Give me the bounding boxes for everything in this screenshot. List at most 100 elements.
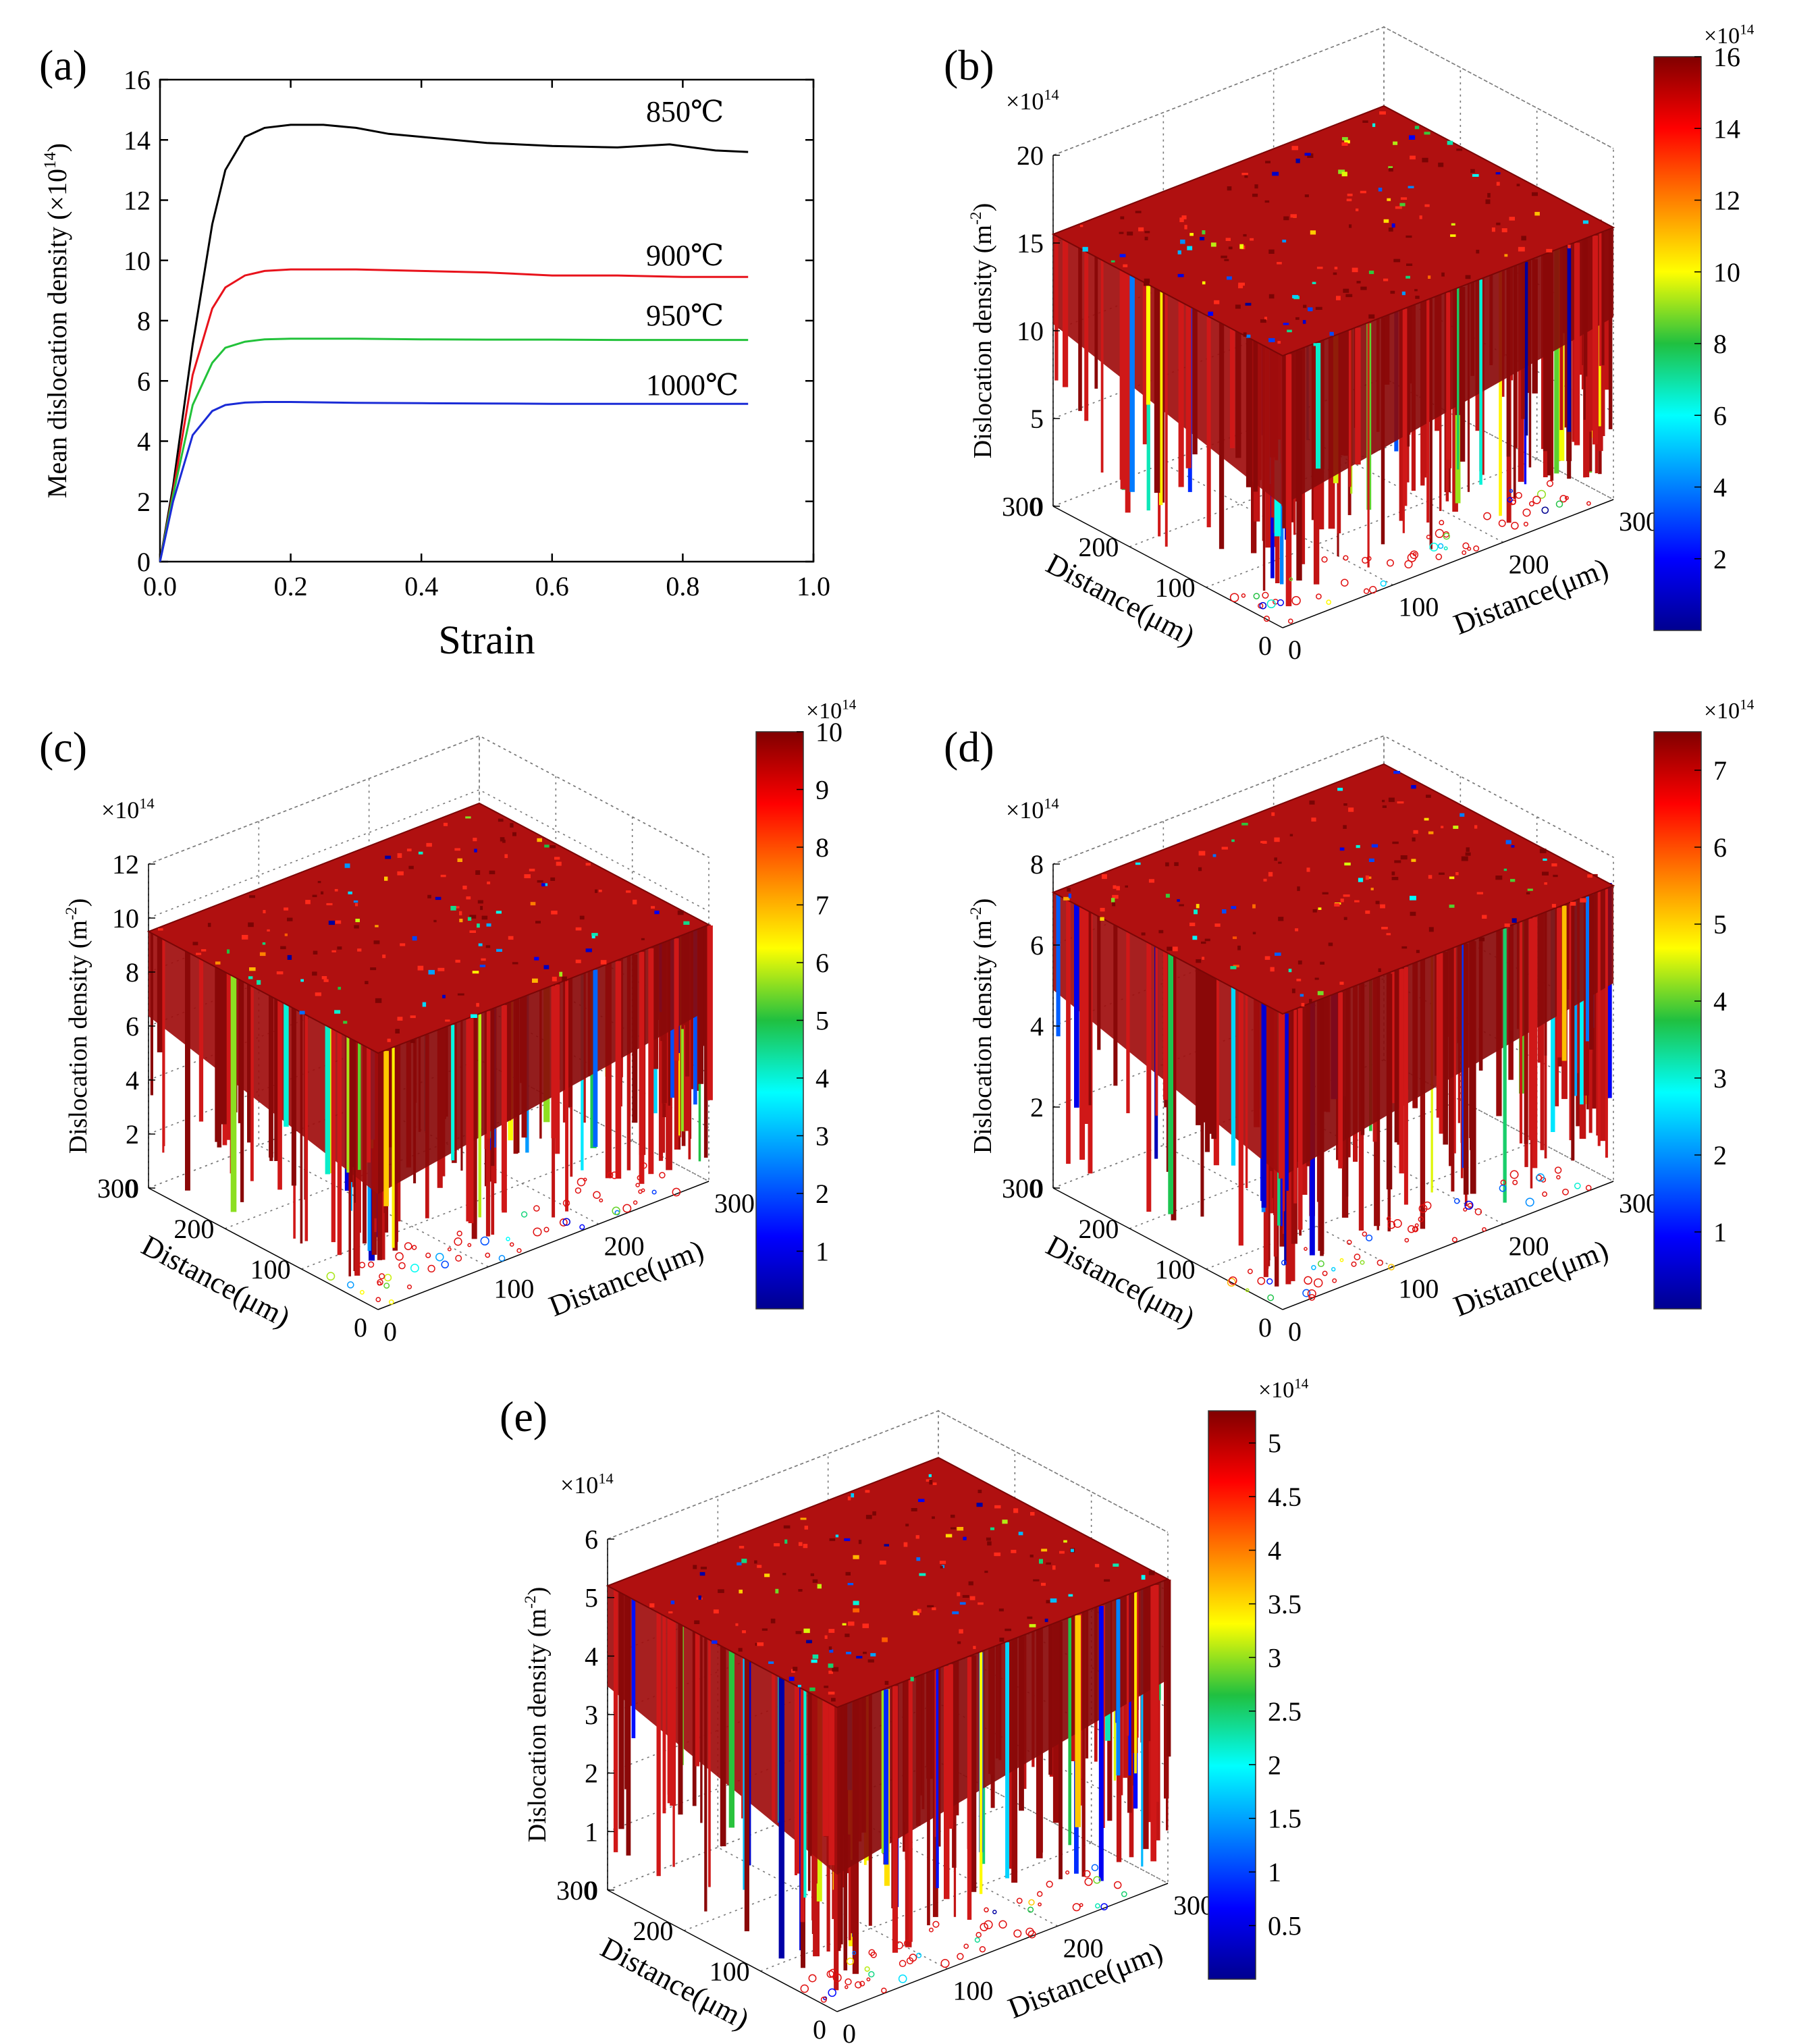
surface-speckle xyxy=(1070,1549,1074,1553)
y-tick-label: 300 xyxy=(97,1173,138,1204)
floor-contour xyxy=(485,1252,491,1258)
floor-contour xyxy=(1541,506,1549,514)
surface-speckle xyxy=(1224,259,1229,261)
floor-contour xyxy=(1339,1258,1344,1262)
surface-speckle xyxy=(299,1011,305,1015)
surface-spike xyxy=(692,1630,697,1806)
surface-speckle xyxy=(1340,898,1344,903)
surface-speckles xyxy=(158,816,690,1044)
floor-contour xyxy=(435,1252,444,1262)
surface-speckle xyxy=(1379,111,1386,115)
surface-spike xyxy=(1345,989,1349,1197)
surface-speckle xyxy=(337,946,342,950)
surface-speckle xyxy=(1306,867,1310,872)
z-tick-label: 10 xyxy=(1017,316,1044,346)
surface-speckle xyxy=(1360,286,1367,290)
surface-spike xyxy=(392,1048,395,1248)
surface-speckle xyxy=(884,1544,889,1547)
surface-speckle xyxy=(713,1609,719,1614)
surface-spike xyxy=(708,1639,711,1887)
floor-contour xyxy=(1065,1870,1070,1875)
surface-speckle xyxy=(957,1527,964,1531)
surface-speckle xyxy=(1141,932,1146,936)
surface-spike xyxy=(1399,969,1404,1174)
surface-speckle xyxy=(1189,233,1194,236)
surface-spike xyxy=(1443,951,1449,1145)
surface-speckle xyxy=(1018,1532,1023,1536)
surface-speckle xyxy=(477,923,480,928)
panel-label-b: (b) xyxy=(944,41,994,89)
surface-speckle xyxy=(1495,172,1501,175)
surface-speckle xyxy=(207,923,211,927)
surface-speckle xyxy=(853,1608,859,1613)
surface-speckle xyxy=(1337,788,1343,791)
surface-speckle xyxy=(459,911,462,915)
floor-contour xyxy=(984,1920,993,1929)
surface-speckle xyxy=(968,1581,973,1586)
floor-contour xyxy=(1091,1864,1099,1871)
floor-contour xyxy=(1482,1227,1487,1232)
floor-contour xyxy=(1387,559,1394,567)
surface-speckle xyxy=(1143,281,1150,286)
floor-contour xyxy=(940,1959,950,1968)
floor-contour xyxy=(1036,1891,1043,1898)
surface-spike xyxy=(1231,986,1236,1166)
surface-speckle xyxy=(1250,238,1254,241)
floor-contour xyxy=(881,1987,887,1993)
surface-spike xyxy=(648,948,654,1175)
surface-spike xyxy=(358,1042,361,1171)
surface-spike xyxy=(1120,269,1126,489)
surface-speckle xyxy=(242,935,248,940)
surface-speckle xyxy=(537,880,543,883)
floor-contour xyxy=(659,1172,666,1179)
surface-spike xyxy=(1066,899,1071,1164)
surface-speckle xyxy=(469,915,477,919)
floor-contour xyxy=(377,1281,382,1286)
surface-speckle xyxy=(812,1579,818,1583)
surface-speckle xyxy=(668,1611,673,1614)
surface-speckle xyxy=(1568,244,1571,248)
surface-speckle xyxy=(1041,1582,1046,1586)
surface-speckle xyxy=(1388,166,1393,169)
floor-contour xyxy=(1453,1198,1460,1204)
surface-speckle xyxy=(1511,845,1515,848)
surface-speckle xyxy=(1334,267,1338,270)
surface-speckle xyxy=(384,876,388,881)
surface-speckle xyxy=(1328,942,1333,946)
surface-speckle xyxy=(1271,812,1275,816)
surface-speckle xyxy=(1391,877,1399,880)
surface-speckle xyxy=(1370,888,1374,890)
surface-spike xyxy=(565,980,568,1212)
y-tick-label: 200 xyxy=(1078,1214,1119,1244)
surface-speckle xyxy=(1179,217,1184,223)
surface-speckle xyxy=(500,837,505,842)
floor-contour xyxy=(899,1960,907,1968)
surface-spike xyxy=(1569,903,1572,1141)
surface-spike xyxy=(157,936,163,1052)
floor-contour xyxy=(1418,1204,1428,1213)
z-tick-label: 20 xyxy=(1017,140,1044,171)
surface-speckle xyxy=(847,1496,851,1501)
surface-speckle xyxy=(248,976,253,979)
surface-speckle xyxy=(462,886,467,890)
z-tick-label: 3 xyxy=(585,1700,598,1730)
floor-contour xyxy=(1341,579,1349,587)
surface-spike xyxy=(639,952,645,1184)
surface-speckle xyxy=(1504,254,1508,257)
floor-gridline xyxy=(1162,462,1393,586)
surface-speckle xyxy=(1287,329,1292,333)
surface-speckle xyxy=(575,927,582,931)
floor-contour xyxy=(1095,1903,1100,1909)
surface-speckle xyxy=(978,1489,982,1493)
floor-contour xyxy=(845,1985,849,1989)
surface-spike xyxy=(626,1595,631,1856)
surface-spike xyxy=(1078,247,1082,411)
surface-speckle xyxy=(698,1595,701,1600)
surface-spike xyxy=(1402,309,1405,533)
surface-speckle xyxy=(1399,203,1406,207)
surface-spike xyxy=(1599,233,1603,367)
surface-spike xyxy=(695,1632,700,1767)
floor-contour xyxy=(640,1162,647,1169)
surface-speckle xyxy=(454,848,460,851)
floor-contour xyxy=(1263,616,1270,622)
